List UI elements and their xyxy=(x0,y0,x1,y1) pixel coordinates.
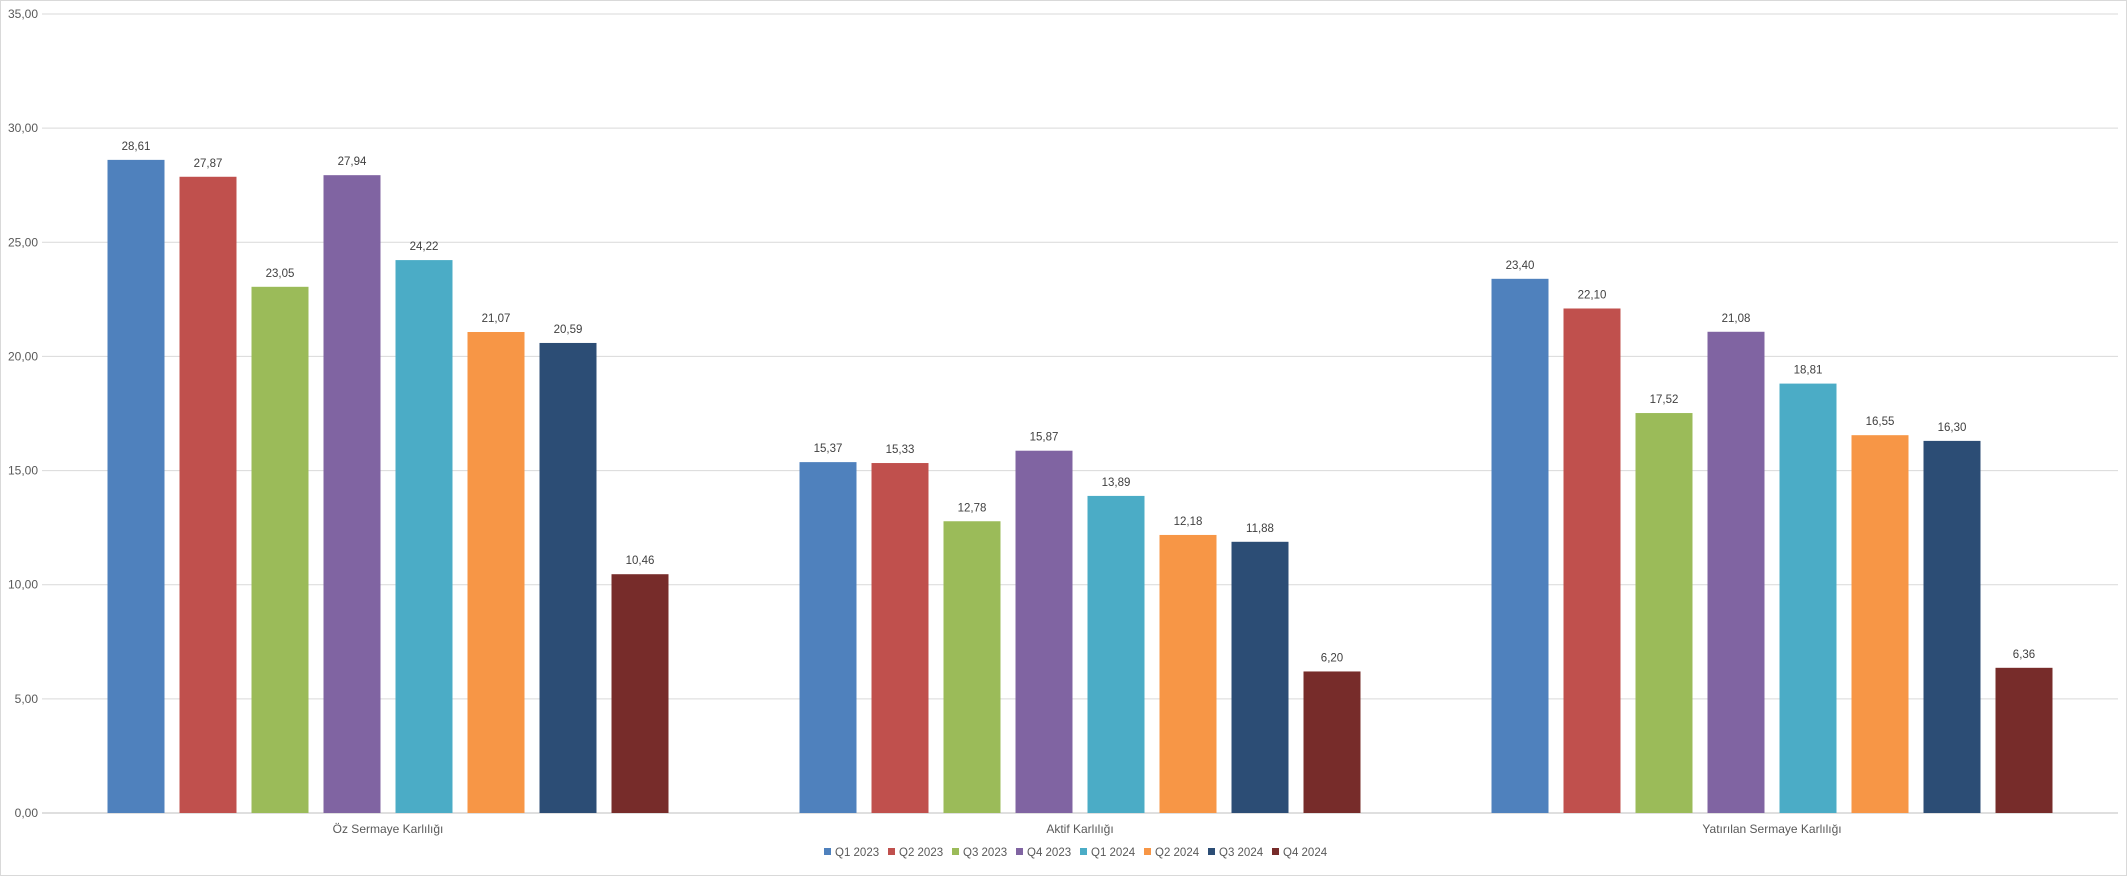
bar-q3-2024 xyxy=(1231,541,1289,813)
legend-swatch xyxy=(1272,848,1279,855)
bar-q2-2023 xyxy=(871,463,929,813)
y-tick-label: 35,00 xyxy=(8,7,38,21)
bar-q1-2024 xyxy=(395,260,453,813)
bar-q3-2024 xyxy=(539,342,597,813)
data-label: 18,81 xyxy=(1794,365,1823,377)
data-label: 22,10 xyxy=(1578,289,1607,301)
legend-swatch xyxy=(1144,848,1151,855)
legend-entry: Q1 2024 xyxy=(1091,847,1136,859)
bar-q2-2024 xyxy=(467,332,525,813)
data-label: 11,88 xyxy=(1246,523,1274,535)
data-label: 10,46 xyxy=(626,555,655,567)
bar-q1-2023 xyxy=(1491,278,1549,814)
legend-swatch xyxy=(1208,848,1215,855)
data-label: 15,33 xyxy=(886,444,915,456)
data-label: 15,37 xyxy=(814,443,843,455)
legend-swatch xyxy=(952,848,959,855)
legend-entry: Q1 2023 xyxy=(835,847,879,859)
legend-entry: Q2 2024 xyxy=(1155,847,1200,859)
y-tick-label: 5,00 xyxy=(15,692,39,706)
x-category-label: Öz Sermaye Karlılığı xyxy=(333,822,444,836)
legend-entry: Q4 2023 xyxy=(1027,847,1071,859)
data-label: 15,87 xyxy=(1030,432,1059,444)
data-label: 27,94 xyxy=(338,156,367,168)
bar-q1-2023 xyxy=(107,159,165,813)
y-tick-label: 25,00 xyxy=(8,235,38,249)
data-label: 16,30 xyxy=(1938,422,1967,434)
x-category-label: Aktif Karlılığı xyxy=(1046,822,1113,836)
data-label: 23,05 xyxy=(266,268,295,280)
data-label: 28,61 xyxy=(122,141,151,153)
y-tick-label: 15,00 xyxy=(8,464,38,478)
legend-swatch xyxy=(1080,848,1087,855)
bar-q1-2023 xyxy=(799,462,857,813)
legend-entry: Q2 2023 xyxy=(899,847,943,859)
data-label: 24,22 xyxy=(410,241,439,253)
data-label: 13,89 xyxy=(1102,477,1131,489)
legend-entry: Q3 2023 xyxy=(963,847,1007,859)
bar-q4-2024 xyxy=(611,574,669,813)
bar-q4-2023 xyxy=(1707,331,1765,813)
y-tick-label: 0,00 xyxy=(15,806,39,820)
bar-q2-2024 xyxy=(1851,435,1909,813)
bar-q3-2023 xyxy=(943,521,1001,813)
bar-q3-2023 xyxy=(251,286,309,814)
legend-swatch xyxy=(1016,848,1023,855)
legend-swatch xyxy=(888,848,895,855)
data-label: 6,20 xyxy=(1321,652,1343,664)
x-category-label: Yatırılan Sermaye Karlılığı xyxy=(1702,822,1841,836)
bar-q3-2023 xyxy=(1635,413,1693,813)
y-tick-label: 20,00 xyxy=(8,349,38,363)
bar-q4-2023 xyxy=(323,175,381,814)
data-label: 21,07 xyxy=(482,313,511,325)
bar-q1-2024 xyxy=(1779,383,1837,813)
bar-q3-2024 xyxy=(1923,440,1981,813)
bar-q4-2024 xyxy=(1303,671,1361,813)
data-label: 27,87 xyxy=(194,158,223,170)
legend-swatch xyxy=(824,848,831,855)
y-tick-label: 30,00 xyxy=(8,121,38,135)
data-label: 16,55 xyxy=(1866,416,1895,428)
data-label: 6,36 xyxy=(2013,649,2035,661)
data-label: 12,18 xyxy=(1174,516,1203,528)
data-label: 12,78 xyxy=(958,502,987,514)
data-label: 20,59 xyxy=(554,324,583,336)
data-label: 21,08 xyxy=(1722,313,1751,325)
bar-q2-2024 xyxy=(1159,534,1217,813)
bar-q1-2024 xyxy=(1087,495,1145,813)
bar-q4-2023 xyxy=(1015,450,1073,813)
bar-q2-2023 xyxy=(179,176,237,814)
legend-entry: Q3 2024 xyxy=(1219,847,1264,859)
y-tick-label: 10,00 xyxy=(8,578,38,592)
legend-entry: Q4 2024 xyxy=(1283,847,1328,859)
bar-q2-2023 xyxy=(1563,308,1621,813)
data-label: 23,40 xyxy=(1506,260,1535,272)
data-label: 17,52 xyxy=(1650,394,1679,406)
bar-q4-2024 xyxy=(1995,667,2053,813)
